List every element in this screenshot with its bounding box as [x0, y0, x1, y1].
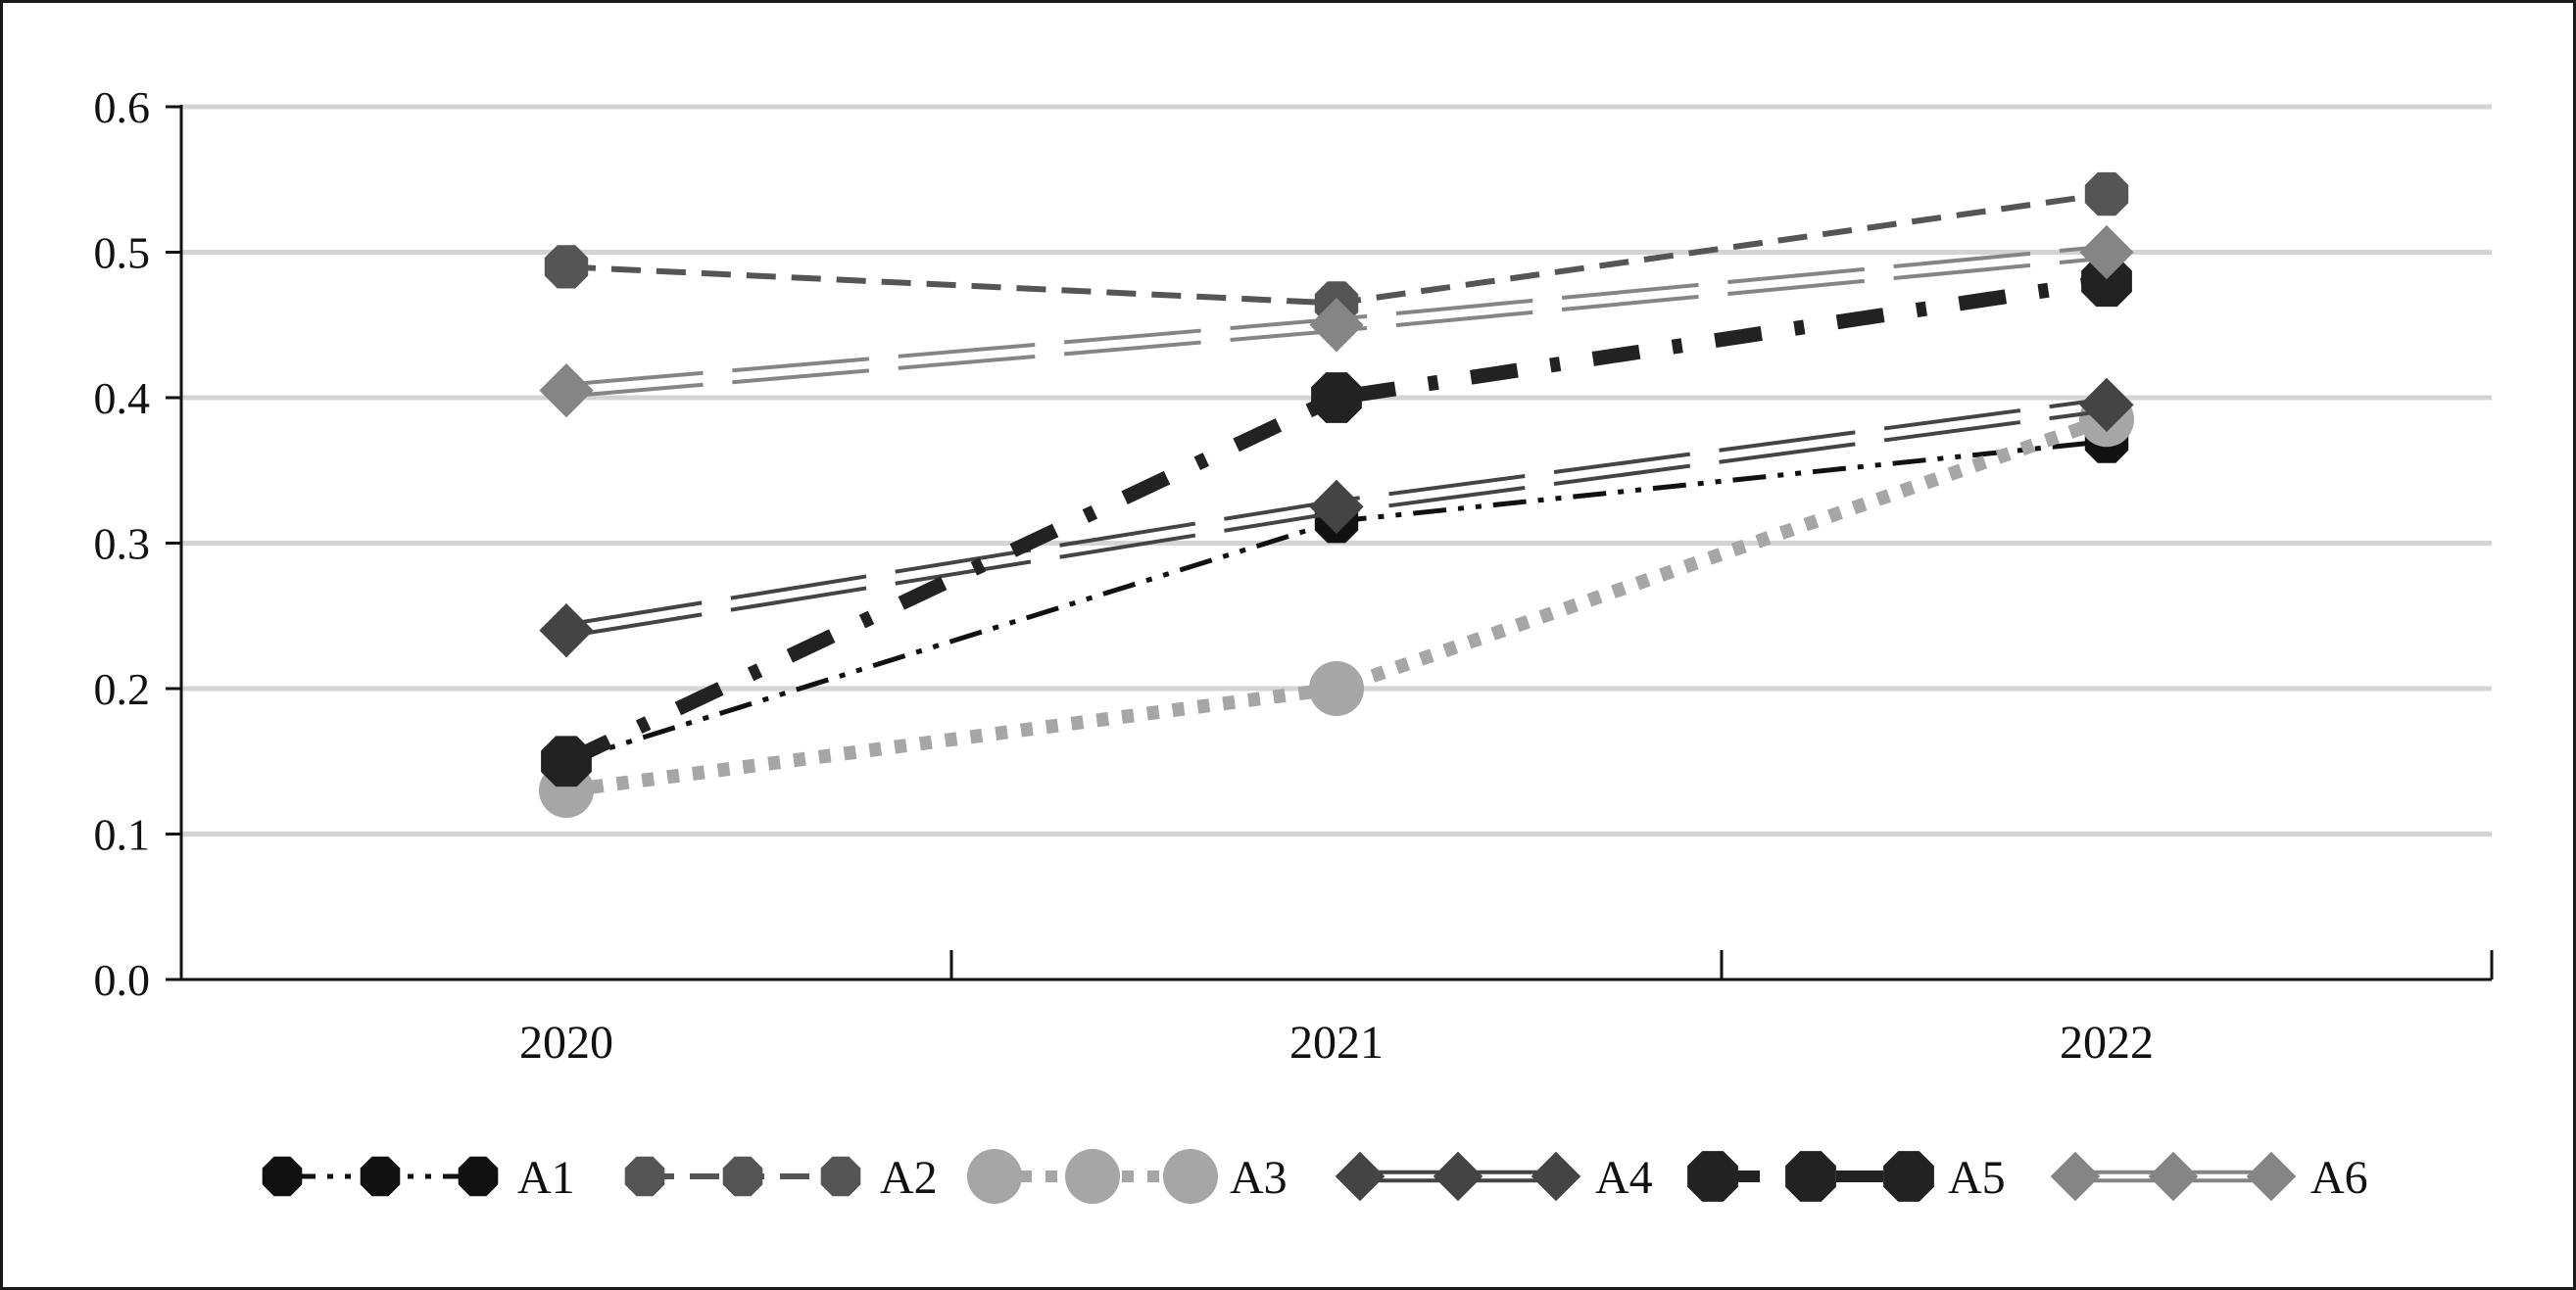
legend-label: A6 [2310, 1152, 2368, 1204]
legend-marker [1531, 1151, 1581, 1202]
x-tick-label: 2021 [1289, 1017, 1384, 1069]
legend-marker [2148, 1151, 2199, 1202]
legend-item-a5: A5 [1687, 1151, 2006, 1204]
series-lines [539, 171, 2134, 818]
data-point-a4 [2079, 377, 2134, 432]
data-point-a4 [539, 603, 594, 658]
legend-label: A3 [1230, 1152, 1288, 1204]
legend-marker [262, 1156, 303, 1197]
series-line-a5 [562, 273, 2109, 769]
data-point-a5 [1311, 372, 1362, 423]
legend-marker [1785, 1151, 1836, 1202]
y-tick-label: 0.5 [94, 228, 151, 278]
data-point-a2 [544, 245, 589, 289]
legend-item-a1: A1 [262, 1152, 575, 1204]
data-point-a5 [2081, 256, 2132, 308]
legend-label: A5 [1948, 1152, 2006, 1204]
legend-marker [722, 1156, 763, 1197]
data-point-a2 [2084, 171, 2129, 216]
legend-marker [1335, 1151, 1385, 1202]
axes: 0.0 0.1 0.2 0.3 0.4 0.5 0.6 2020 2021 2022 [94, 82, 2494, 1069]
y-tick-label: 0.6 [94, 82, 151, 132]
y-tick-label: 0.2 [94, 664, 151, 714]
x-tick-label: 2022 [2060, 1017, 2154, 1069]
legend-marker [360, 1156, 401, 1197]
data-point-a6 [2079, 224, 2134, 280]
data-point-a5 [541, 736, 592, 788]
legend-marker [2246, 1151, 2297, 1202]
gridlines [181, 104, 2492, 836]
y-tick-label: 0.4 [94, 373, 151, 423]
legend-label: A1 [517, 1152, 575, 1204]
legend-item-a2: A2 [624, 1152, 938, 1204]
legend-marker [1687, 1151, 1738, 1202]
legend-marker [820, 1156, 861, 1197]
line-chart: 0.0 0.1 0.2 0.3 0.4 0.5 0.6 2020 2021 2022 A1 A2 A3… [94, 82, 2494, 1204]
legend-item-a4: A4 [1335, 1151, 1653, 1204]
legend: A1 A2 A3 A4 A5 A6 [262, 1149, 2368, 1204]
x-tick-label: 2020 [519, 1017, 613, 1069]
data-point-a6 [539, 363, 594, 418]
series-line-a3 [565, 412, 2110, 797]
y-tick-label: 0.3 [94, 519, 151, 569]
legend-marker [1883, 1151, 1934, 1202]
legend-item-a3: A3 [967, 1149, 1288, 1204]
legend-marker [1065, 1149, 1120, 1204]
legend-marker [1433, 1151, 1483, 1202]
legend-marker [2050, 1151, 2101, 1202]
data-point-a4 [1309, 479, 1364, 534]
data-point-a3 [1309, 661, 1364, 716]
legend-item-a6: A6 [2050, 1151, 2368, 1204]
data-point-a6 [1309, 298, 1364, 353]
legend-label: A4 [1595, 1152, 1653, 1204]
y-tick-label: 0.1 [94, 810, 151, 860]
legend-marker [458, 1156, 499, 1197]
y-tick-label: 0.0 [94, 955, 151, 1005]
legend-marker [1163, 1149, 1218, 1204]
legend-marker [967, 1149, 1022, 1204]
legend-label: A2 [880, 1152, 938, 1204]
legend-marker [624, 1156, 665, 1197]
